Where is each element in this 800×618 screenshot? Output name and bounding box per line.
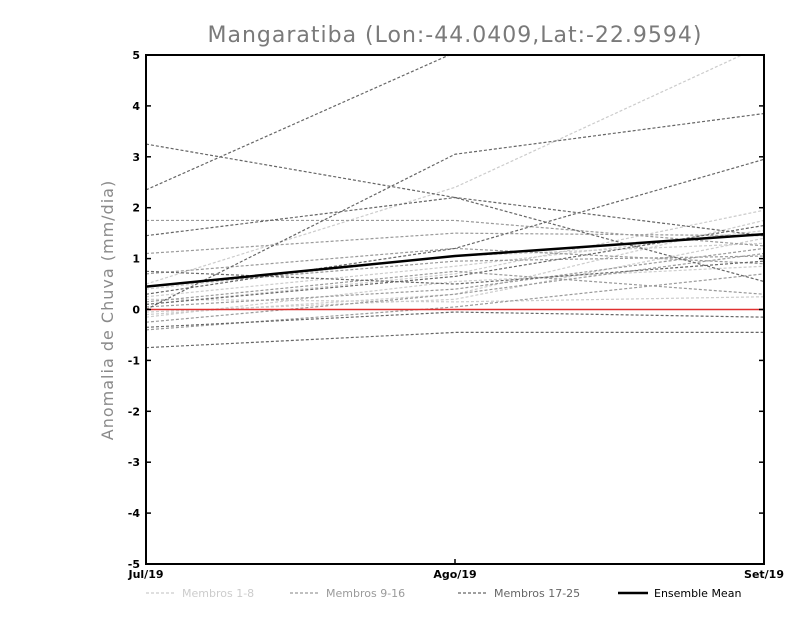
x-tick-label: Ago/19 xyxy=(433,568,476,581)
plot-area xyxy=(146,55,764,349)
legend-label: Ensemble Mean xyxy=(654,587,741,600)
member-line-group1-5 xyxy=(146,265,764,318)
member-line-group2-8 xyxy=(146,232,764,255)
legend-label: Membros 9-16 xyxy=(326,587,405,600)
ensemble-mean-line xyxy=(146,232,764,288)
y-tick-label: -1 xyxy=(128,354,140,367)
member-line-group3-3 xyxy=(146,196,764,237)
y-tick-label: 2 xyxy=(132,202,140,215)
x-tick-label: Set/19 xyxy=(744,568,784,581)
y-tick-label: 0 xyxy=(132,304,140,317)
member-line-group3-5 xyxy=(146,158,764,295)
y-axis-label: Anomalia de Chuva (mm/dia) xyxy=(98,180,117,440)
member-line-group1-1 xyxy=(146,55,744,285)
member-line-group3-2 xyxy=(146,143,764,283)
member-line-group3-1 xyxy=(146,55,451,191)
member-line-group3-8 xyxy=(146,311,764,328)
y-tick-label: -5 xyxy=(128,558,140,571)
member-line-group2-7 xyxy=(146,270,764,303)
legend: Membros 1-8 Membros 9-16 Membros 17-25 Ense… xyxy=(146,587,741,600)
member-line-group2-5 xyxy=(146,247,764,308)
y-tick-label: 1 xyxy=(132,253,140,266)
y-tick-label: 5 xyxy=(132,49,140,62)
chart-title: Mangaratiba (Lon:-44.0409,Lat:-22.9594) xyxy=(207,23,702,48)
x-axis: Jul/19 Ago/19 Set/19 xyxy=(127,559,784,581)
x-tick-label: Jul/19 xyxy=(127,568,163,581)
member-line-group3-6 xyxy=(146,331,764,349)
member-line-group1-7 xyxy=(146,219,764,316)
y-tick-label: -3 xyxy=(128,456,140,469)
y-tick-label: 4 xyxy=(132,100,140,113)
y-tick-label: -2 xyxy=(128,405,140,418)
member-line-group2-2 xyxy=(146,255,764,288)
member-line-group2-3 xyxy=(146,252,764,323)
series-layer xyxy=(146,55,764,349)
member-line-group2-6 xyxy=(146,273,764,331)
member-line-group1-8 xyxy=(146,296,764,303)
member-line-group3-4 xyxy=(146,112,764,311)
legend-label: Membros 1-8 xyxy=(182,587,254,600)
legend-label: Membros 17-25 xyxy=(494,587,580,600)
y-axis: 5 4 3 2 1 0 -1 -2 -3 -4 -5 xyxy=(128,49,764,571)
member-line-group3-7 xyxy=(146,260,764,285)
member-line-group3-9 xyxy=(146,224,764,306)
y-tick-label: 3 xyxy=(132,151,140,164)
member-line-group1-2 xyxy=(146,209,764,306)
y-tick-label: -4 xyxy=(128,507,141,520)
member-line-group2-1 xyxy=(146,219,764,247)
